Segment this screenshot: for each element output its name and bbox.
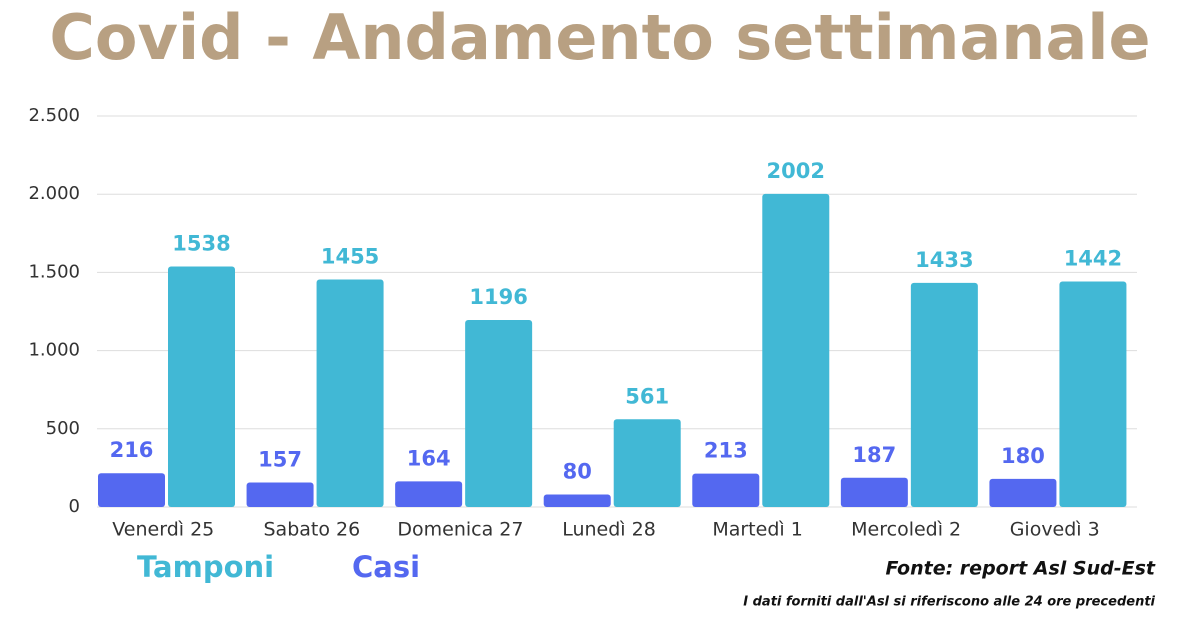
x-tick-label: Mercoledì 2 bbox=[851, 519, 961, 541]
bar bbox=[762, 193, 830, 507]
y-tick-label: 0 bbox=[69, 496, 80, 517]
value-label: 216 bbox=[110, 438, 154, 462]
value-label: 1196 bbox=[469, 285, 527, 309]
bar bbox=[465, 319, 533, 507]
value-label: 1442 bbox=[1064, 246, 1122, 270]
bar bbox=[316, 279, 384, 507]
value-label: 213 bbox=[704, 439, 748, 463]
value-label: 157 bbox=[258, 447, 302, 471]
bar bbox=[395, 481, 463, 507]
x-tick-label: Domenica 27 bbox=[397, 519, 523, 541]
value-label: 561 bbox=[625, 384, 669, 408]
bar bbox=[543, 494, 611, 507]
chart-title: Covid - Andamento settimanale bbox=[49, 1, 1150, 74]
value-label: 164 bbox=[407, 446, 451, 470]
source: Fonte: report Asl Sud-Est bbox=[886, 558, 1156, 580]
bar bbox=[692, 473, 760, 507]
bar bbox=[168, 266, 235, 507]
note: I dati forniti dall'Asl si riferiscono a… bbox=[743, 595, 1155, 610]
y-tick-label: 2.000 bbox=[28, 183, 80, 204]
y-tick-label: 500 bbox=[46, 418, 80, 439]
bar bbox=[840, 477, 908, 507]
x-tick-label: Giovedì 3 bbox=[1010, 519, 1100, 541]
value-label: 187 bbox=[852, 443, 896, 467]
x-tick-label: Lunedì 28 bbox=[562, 519, 656, 541]
y-tick-label: 1.500 bbox=[28, 261, 80, 282]
legend-entry: Tamponi bbox=[137, 550, 274, 584]
value-label: 1433 bbox=[915, 248, 973, 272]
bar bbox=[1059, 281, 1127, 507]
value-label: 1538 bbox=[172, 231, 230, 255]
x-tick-label: Venerdì 25 bbox=[112, 519, 214, 541]
bar bbox=[246, 482, 314, 507]
y-tick-label: 2.500 bbox=[28, 105, 80, 126]
value-label: 2002 bbox=[767, 159, 825, 183]
legend-entry: Casi bbox=[352, 550, 420, 584]
value-label: 180 bbox=[1001, 444, 1045, 468]
x-tick-label: Martedì 1 bbox=[712, 519, 802, 541]
bar bbox=[98, 473, 165, 507]
bar bbox=[613, 419, 681, 507]
bar bbox=[989, 478, 1057, 507]
value-label: 1455 bbox=[321, 244, 379, 268]
y-tick-label: 1.000 bbox=[28, 340, 80, 361]
bar bbox=[910, 282, 978, 507]
x-tick-label: Sabato 26 bbox=[264, 519, 361, 541]
value-label: 80 bbox=[563, 459, 592, 483]
